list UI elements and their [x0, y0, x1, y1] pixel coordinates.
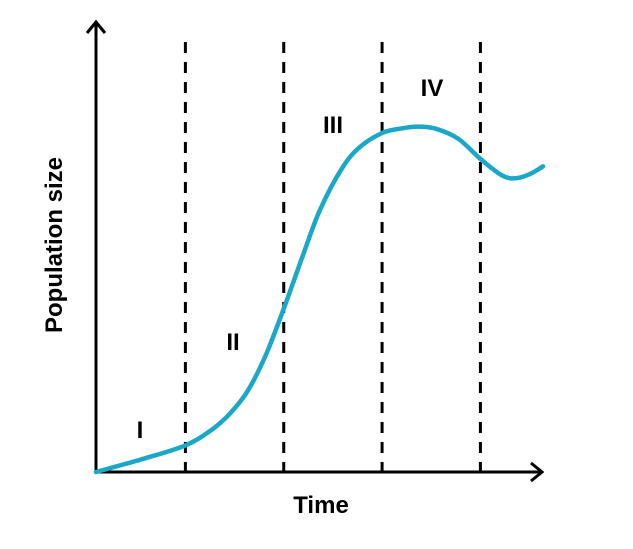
x-axis-arrowhead	[530, 461, 545, 483]
y-axis-arrowhead	[85, 19, 107, 34]
y-axis-label: Population size	[41, 157, 68, 333]
axes	[85, 19, 545, 483]
phase-label-3: III	[323, 112, 343, 139]
phase-label-1: I	[137, 417, 144, 444]
population-curve	[93, 124, 546, 475]
phase-label-2: II	[226, 329, 239, 356]
x-axis-label: Time	[293, 492, 349, 519]
phase-boundaries	[183, 42, 482, 472]
phase-label-4: IV	[421, 75, 444, 102]
